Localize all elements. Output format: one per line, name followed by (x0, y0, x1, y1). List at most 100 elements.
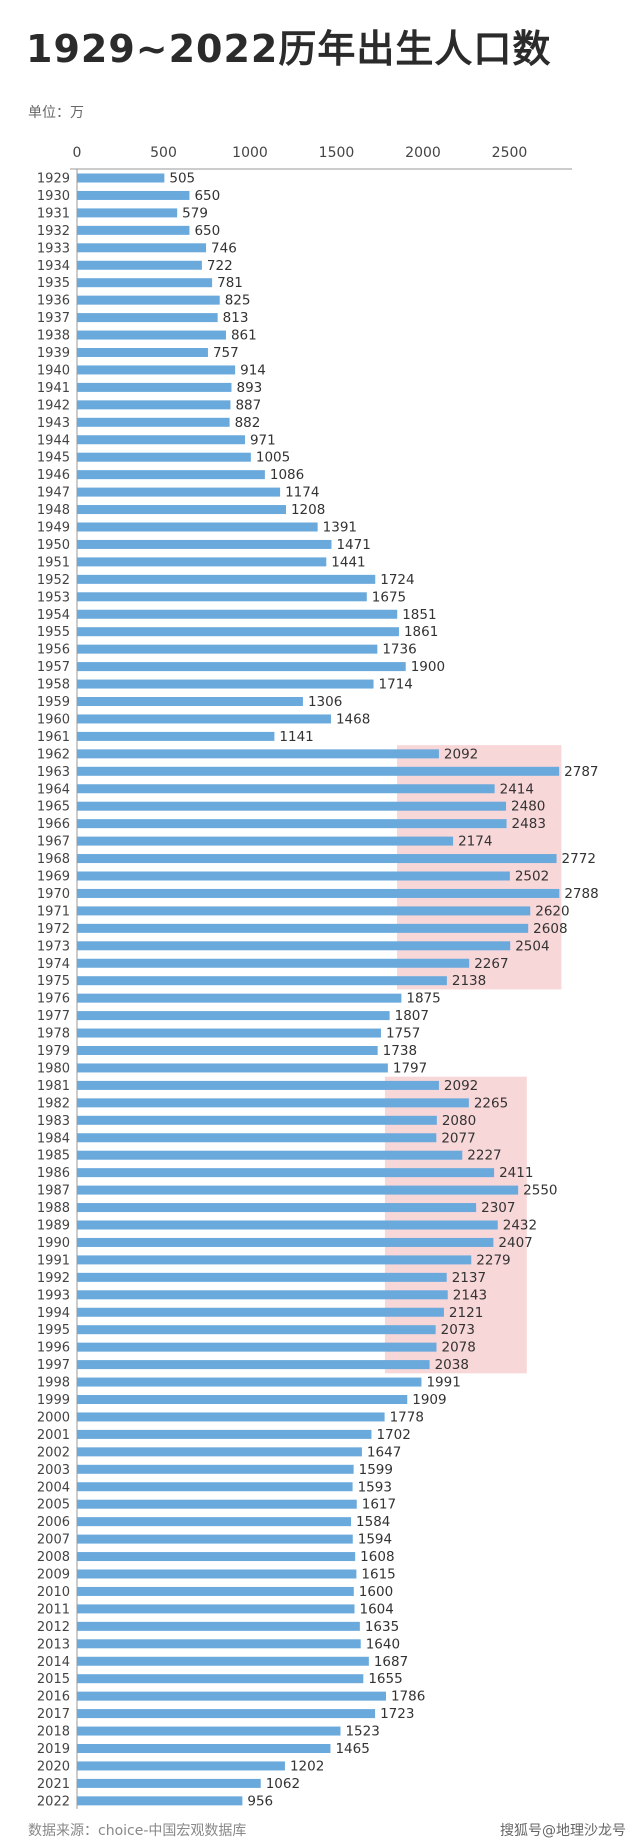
bar-1950 (77, 539, 332, 549)
value-label: 1593 (358, 1479, 392, 1495)
value-label: 1086 (270, 467, 304, 483)
bar-1963 (77, 766, 560, 776)
value-labels: 5056505796507467227818258138617579148938… (169, 171, 598, 1810)
value-label: 1208 (291, 502, 325, 518)
year-label: 1965 (37, 800, 70, 815)
bar-1984 (77, 1133, 437, 1143)
value-label: 2620 (535, 903, 569, 919)
bar-1973 (77, 941, 511, 951)
year-label: 1929 (37, 172, 70, 187)
bar-2018 (77, 1726, 341, 1736)
bar-1929 (77, 173, 165, 183)
bar-2002 (77, 1447, 362, 1457)
bar-2016 (77, 1691, 386, 1701)
year-label: 2022 (37, 1794, 70, 1809)
year-label: 1973 (37, 939, 70, 954)
bar-1974 (77, 958, 470, 968)
year-label: 2011 (37, 1602, 70, 1617)
year-label: 1999 (37, 1393, 70, 1408)
bar-1998 (77, 1377, 422, 1387)
year-label: 1991 (37, 1253, 70, 1268)
bar-1933 (77, 243, 207, 253)
year-label: 1931 (37, 206, 70, 221)
year-label: 1942 (37, 398, 70, 413)
year-label: 1948 (37, 503, 70, 518)
year-label: 1998 (37, 1376, 70, 1391)
year-label: 1955 (37, 625, 70, 640)
year-label: 2001 (37, 1428, 70, 1443)
year-label: 2000 (37, 1410, 70, 1425)
bar-1960 (77, 714, 331, 724)
year-label: 1954 (37, 608, 70, 623)
bar-1987 (77, 1185, 519, 1195)
value-label: 746 (211, 240, 237, 256)
bar-1941 (77, 382, 232, 392)
bar-1978 (77, 1028, 381, 1038)
value-label: 1687 (374, 1654, 408, 1670)
year-label: 1987 (37, 1184, 70, 1199)
bar-1992 (77, 1272, 447, 1282)
value-label: 1062 (266, 1776, 300, 1792)
value-label: 2788 (564, 886, 598, 902)
value-label: 1468 (336, 711, 370, 727)
year-label: 2019 (37, 1742, 70, 1757)
bar-1977 (77, 1011, 390, 1021)
value-label: 1647 (367, 1444, 401, 1460)
year-label: 1992 (37, 1271, 70, 1286)
value-label: 1991 (426, 1375, 460, 1391)
value-label: 1797 (393, 1060, 427, 1076)
bar-2013 (77, 1639, 361, 1649)
bar-2010 (77, 1586, 354, 1596)
bar-1981 (77, 1080, 439, 1090)
bars (77, 173, 560, 1806)
bar-2008 (77, 1552, 356, 1562)
bar-1962 (77, 749, 439, 759)
value-label: 2550 (523, 1183, 557, 1199)
year-label: 1939 (37, 346, 70, 361)
bar-1932 (77, 225, 190, 235)
year-label: 1986 (37, 1166, 70, 1181)
year-label: 1975 (37, 974, 70, 989)
value-label: 781 (217, 275, 243, 291)
year-label: 2009 (37, 1568, 70, 1583)
bar-1996 (77, 1342, 437, 1352)
bar-2006 (77, 1517, 352, 1527)
bar-1940 (77, 365, 236, 375)
year-label: 1974 (37, 957, 70, 972)
year-label: 1989 (37, 1219, 70, 1234)
value-label: 2414 (500, 781, 534, 797)
value-label: 2138 (452, 973, 486, 989)
year-label: 1990 (37, 1236, 70, 1251)
bar-2007 (77, 1534, 353, 1544)
bar-1952 (77, 574, 376, 584)
bar-1934 (77, 260, 202, 270)
year-label: 1969 (37, 870, 70, 885)
year-label: 2006 (37, 1515, 70, 1530)
year-label: 2017 (37, 1707, 70, 1722)
year-label: 1943 (37, 416, 70, 431)
year-label: 1941 (37, 381, 70, 396)
bar-1939 (77, 348, 208, 357)
value-label: 2787 (564, 764, 598, 780)
value-label: 1471 (336, 537, 370, 553)
bar-2011 (77, 1604, 355, 1614)
value-label: 1523 (345, 1724, 379, 1740)
year-label: 1993 (37, 1288, 70, 1303)
year-label: 1995 (37, 1323, 70, 1338)
bar-1991 (77, 1255, 472, 1265)
value-label: 1174 (285, 485, 319, 501)
bar-1935 (77, 278, 213, 288)
value-label: 1714 (379, 677, 413, 693)
value-label: 757 (213, 345, 239, 361)
page-title: 1929~2022历年出生人口数 (26, 27, 552, 71)
value-label: 2504 (515, 938, 549, 954)
value-label: 1306 (308, 694, 342, 710)
bar-2022 (77, 1796, 243, 1806)
value-label: 2279 (476, 1252, 510, 1268)
year-label: 2012 (37, 1620, 70, 1635)
bar-1979 (77, 1046, 378, 1055)
value-label: 1724 (380, 572, 414, 588)
value-label: 2137 (452, 1270, 486, 1286)
bar-1948 (77, 505, 286, 515)
bar-1945 (77, 452, 251, 462)
